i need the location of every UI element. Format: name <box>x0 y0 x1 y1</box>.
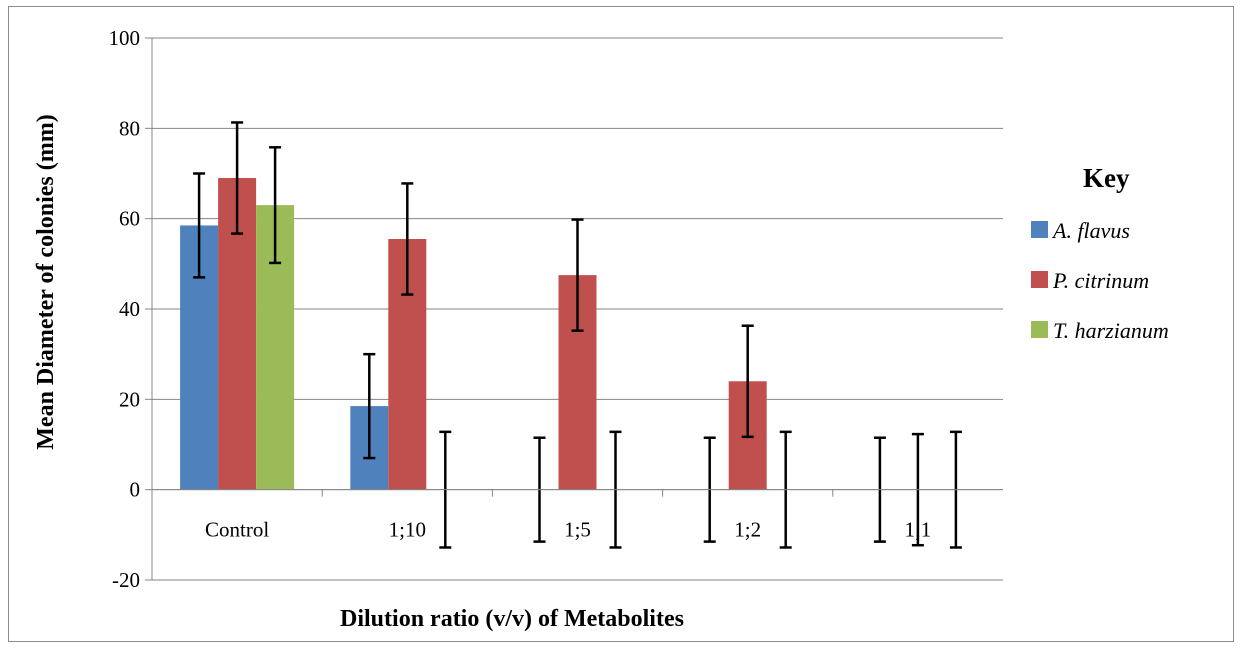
legend-label: P. citrinum <box>1052 268 1149 293</box>
legend: Key A. flavus P. citrinum T. harzianum <box>1031 163 1169 343</box>
legend-swatch <box>1031 221 1048 238</box>
y-tick-label: 40 <box>119 297 140 321</box>
x-tick-label: 1;5 <box>564 518 591 542</box>
y-tick-label: 0 <box>130 478 141 502</box>
y-tick-label: 20 <box>119 387 140 411</box>
x-tick-label: 1;1 <box>904 518 931 542</box>
y-tick-label: -20 <box>112 568 140 592</box>
x-tick-label: Control <box>205 518 269 542</box>
x-tick-label: 1;2 <box>734 518 761 542</box>
axes: -20 0 20 40 60 80 100 Control 1;10 1;5 1;2 1;1 <box>109 26 1003 592</box>
chart-frame <box>8 6 1234 642</box>
legend-label: A. flavus <box>1051 218 1130 243</box>
legend-swatch <box>1031 321 1048 338</box>
x-axis-title: Dilution ratio (v/v) of Metabolites <box>340 606 684 632</box>
x-tick-label: 1;10 <box>389 518 426 542</box>
legend-label: T. harzianum <box>1053 318 1169 343</box>
y-tick-label: 60 <box>119 207 140 231</box>
y-axis-title: Mean Diameter of colonies (mm) <box>33 114 59 449</box>
bars <box>180 178 767 490</box>
legend-title: Key <box>1083 163 1130 193</box>
y-tick-label: 100 <box>109 26 141 50</box>
legend-swatch <box>1031 271 1048 288</box>
y-tick-label: 80 <box>119 116 140 140</box>
